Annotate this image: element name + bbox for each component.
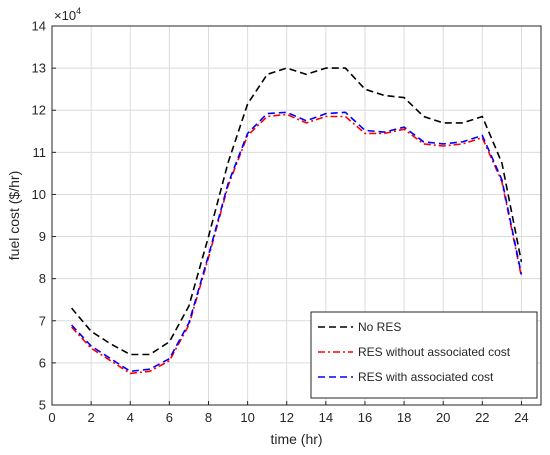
legend-box (310, 311, 538, 399)
y-tick-label: 8 (39, 271, 46, 286)
y-tick-label: 9 (39, 229, 46, 244)
x-tick-label: 22 (475, 410, 489, 425)
y-tick-label: 5 (39, 398, 46, 413)
y-tick-label: 11 (33, 145, 47, 160)
x-tick-label: 0 (48, 410, 55, 425)
y-tick-label: 12 (32, 103, 46, 118)
y-tick-label: 7 (39, 313, 46, 328)
series-line-1 (70, 67, 523, 356)
x-tick-label: 24 (514, 410, 528, 425)
legend-label-1: No RES (358, 320, 401, 334)
y-tick-label: 10 (32, 187, 46, 202)
y-axis-multiplier-base: ×10 (54, 8, 76, 23)
y-axis-label: fuel cost ($/hr) (6, 171, 22, 260)
x-tick-label: 12 (279, 410, 293, 425)
y-tick-label: 13 (32, 61, 46, 76)
legend-label-2: RES without associated cost (358, 345, 511, 359)
x-tick-label: 4 (127, 410, 134, 425)
x-axis-label: time (hr) (270, 431, 322, 447)
x-tick-label: 16 (358, 410, 372, 425)
series-line-2 (71, 113, 523, 375)
y-tick-label: 14 (32, 19, 46, 34)
x-tick-label: 18 (397, 410, 411, 425)
x-tick-label: 10 (240, 410, 254, 425)
legend: No RES RES without associated cost RES wit… (310, 311, 538, 399)
x-tick-label: 6 (166, 410, 173, 425)
x-tick-label: 8 (205, 410, 212, 425)
x-tick-label: 14 (319, 410, 333, 425)
series-line-3 (71, 111, 523, 373)
legend-items: No RES RES without associated cost RES wit… (318, 320, 511, 384)
y-axis-multiplier: ×104 (54, 6, 81, 23)
y-axis-multiplier-exponent: 4 (76, 6, 81, 16)
x-tick-label: 2 (88, 410, 95, 425)
series-layer (70, 67, 523, 375)
legend-label-3: RES with associated cost (358, 370, 494, 384)
y-tick-label: 6 (39, 355, 46, 370)
x-tick-label: 20 (436, 410, 450, 425)
plot-frame (51, 25, 542, 406)
